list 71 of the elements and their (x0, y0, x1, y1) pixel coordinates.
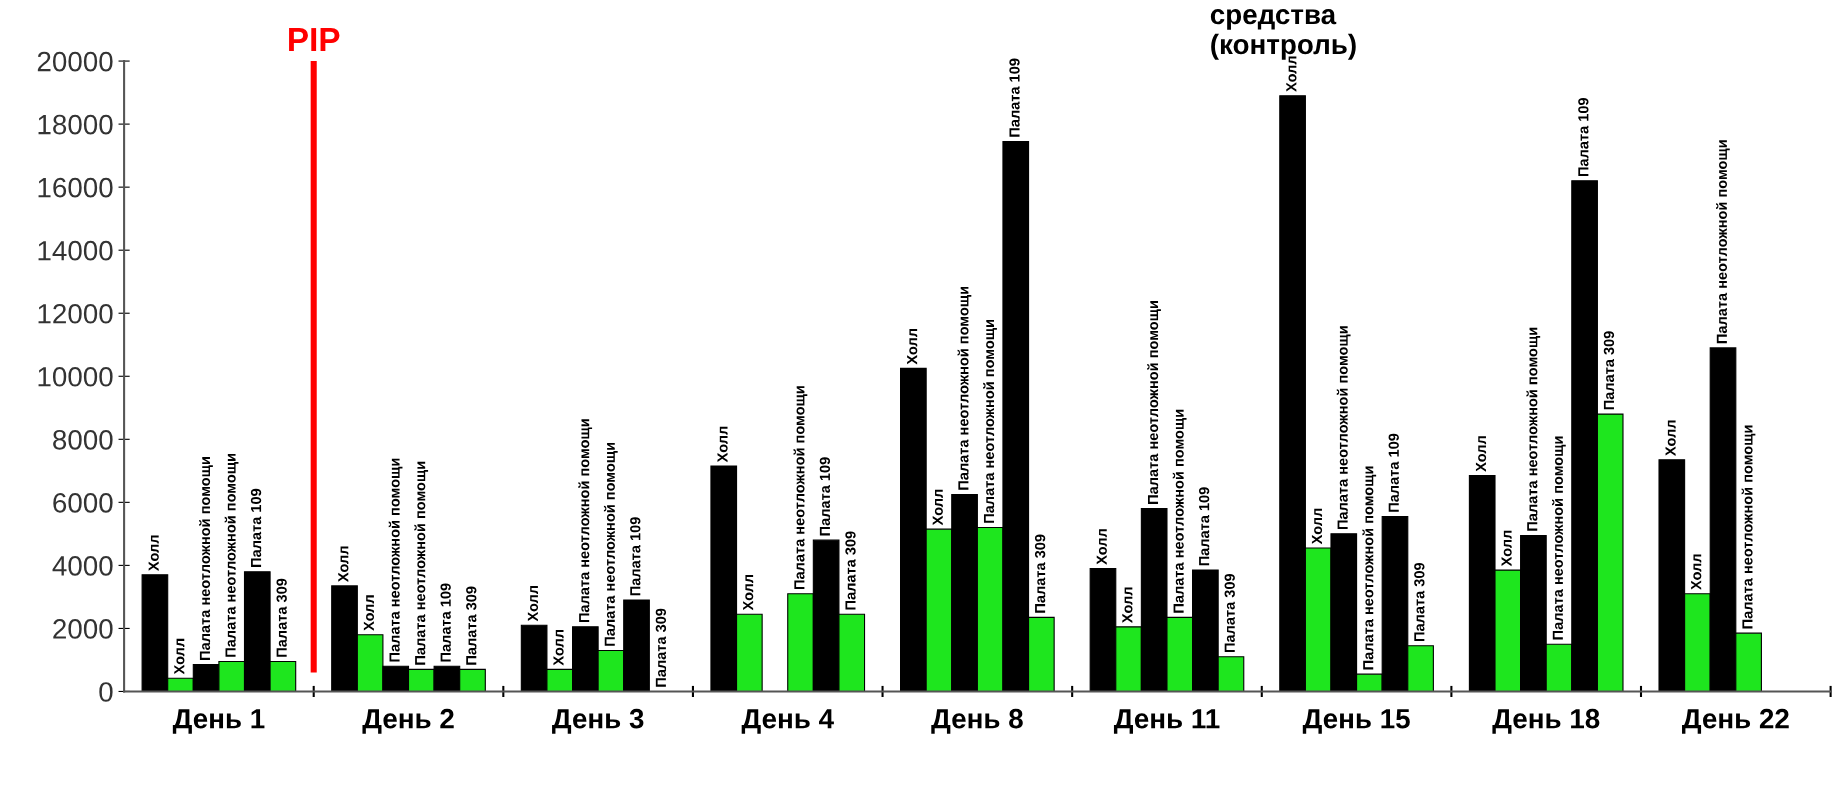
data-label: Палата 109 (250, 488, 262, 567)
text: PIP (289, 28, 340, 51)
data-label: Палата неотложной помощи (1336, 326, 1351, 530)
data-label: Палата неотложной помощи (1172, 409, 1187, 613)
x-tick-label: День 2 (362, 708, 454, 734)
data-label: Палата неотложной помощи (388, 458, 403, 662)
data-label: Палата 109 (1198, 487, 1210, 566)
y-tick-label: 2000 (53, 619, 113, 639)
data-label: Палата неотложной помощи (603, 442, 618, 646)
data-label: Холл (932, 489, 943, 526)
y-tick-label: 20000 (37, 51, 113, 72)
data-label: Холл (743, 574, 754, 611)
data-label: Холл (907, 329, 918, 365)
data-label: Холл (1475, 436, 1487, 472)
data-label: Холл (1122, 587, 1133, 623)
data-label: Холл (338, 546, 349, 582)
data-label: Палата 309 (845, 531, 856, 610)
data-label: Палата 109 (630, 517, 641, 596)
y-tick-label: 6000 (53, 493, 113, 513)
y-tick-label: 8000 (53, 429, 113, 450)
data-label: Палата 109 (1388, 433, 1399, 512)
data-label: Палата неотложной помощи (957, 286, 972, 490)
data-label: Палата неотложной помощи (1741, 425, 1756, 629)
data-label: Палата неотложной помощи (1716, 140, 1730, 344)
y-tick-label: 14000 (38, 240, 113, 261)
data-label: Холл (1665, 420, 1676, 456)
data-label: Палата неотложной помощи (1147, 301, 1161, 504)
data-label: Холл (1311, 508, 1323, 545)
data-label: Холл (363, 595, 375, 631)
data-label: Палата 309 (655, 608, 667, 687)
data-label: Палата 109 (1009, 58, 1020, 137)
data-label: Палата 309 (1224, 573, 1235, 653)
data-label: Палата 109 (440, 583, 451, 662)
data-label: Холл (1096, 529, 1107, 565)
data-label: Холл (174, 638, 185, 675)
data-label: Палата 309 (1414, 562, 1425, 642)
data-label: Палата неотложной помощи (793, 386, 808, 589)
data-label: Холл (527, 585, 539, 622)
data-label: Холл (553, 630, 564, 666)
data-label: Палата неотложной помощи (199, 457, 213, 660)
y-tick-label: 16000 (38, 177, 113, 198)
data-label: Холл (717, 426, 728, 463)
data-label: Палата неотложной помощи (1526, 327, 1541, 531)
y-tick-label: 4000 (52, 556, 113, 576)
y-tick-label: 0 (99, 682, 113, 702)
data-label: Палата 109 (819, 457, 831, 536)
y-tick-label: 10000 (38, 366, 113, 387)
x-tick-label: День 15 (1302, 709, 1410, 734)
data-label: Холл (148, 535, 159, 571)
data-label: Палата 109 (1578, 98, 1589, 177)
data-label: Палата неотложной помощи (1552, 436, 1566, 640)
data-label: Палата 309 (1034, 534, 1046, 613)
data-label: Палата неотложной помощи (983, 319, 997, 523)
data-label: Палата неотложной помощи (414, 461, 429, 665)
data-label: Палата 309 (276, 578, 287, 657)
data-label: Палата 309 (1603, 331, 1615, 410)
x-tick-label: День 8 (931, 708, 1023, 734)
data-label: Палата неотложной помощи (1362, 466, 1377, 670)
y-tick-label: 12000 (38, 303, 113, 324)
y-tick-label: 18000 (38, 114, 113, 135)
x-tick-label: День 4 (741, 709, 834, 734)
x-tick-label: День 1 (172, 709, 265, 734)
x-tick-label: День 3 (552, 708, 644, 734)
data-label: Палата 309 (466, 586, 477, 665)
x-tick-label: День 18 (1492, 708, 1600, 734)
data-label: Палата неотложной помощи (224, 453, 239, 657)
x-tick-label: День 22 (1682, 708, 1789, 734)
data-label: Холл (1691, 554, 1702, 590)
data-label: Холл (1501, 530, 1512, 567)
data-label: Палата неотложной помощи (578, 419, 593, 623)
x-tick-label: День 11 (1113, 709, 1220, 734)
